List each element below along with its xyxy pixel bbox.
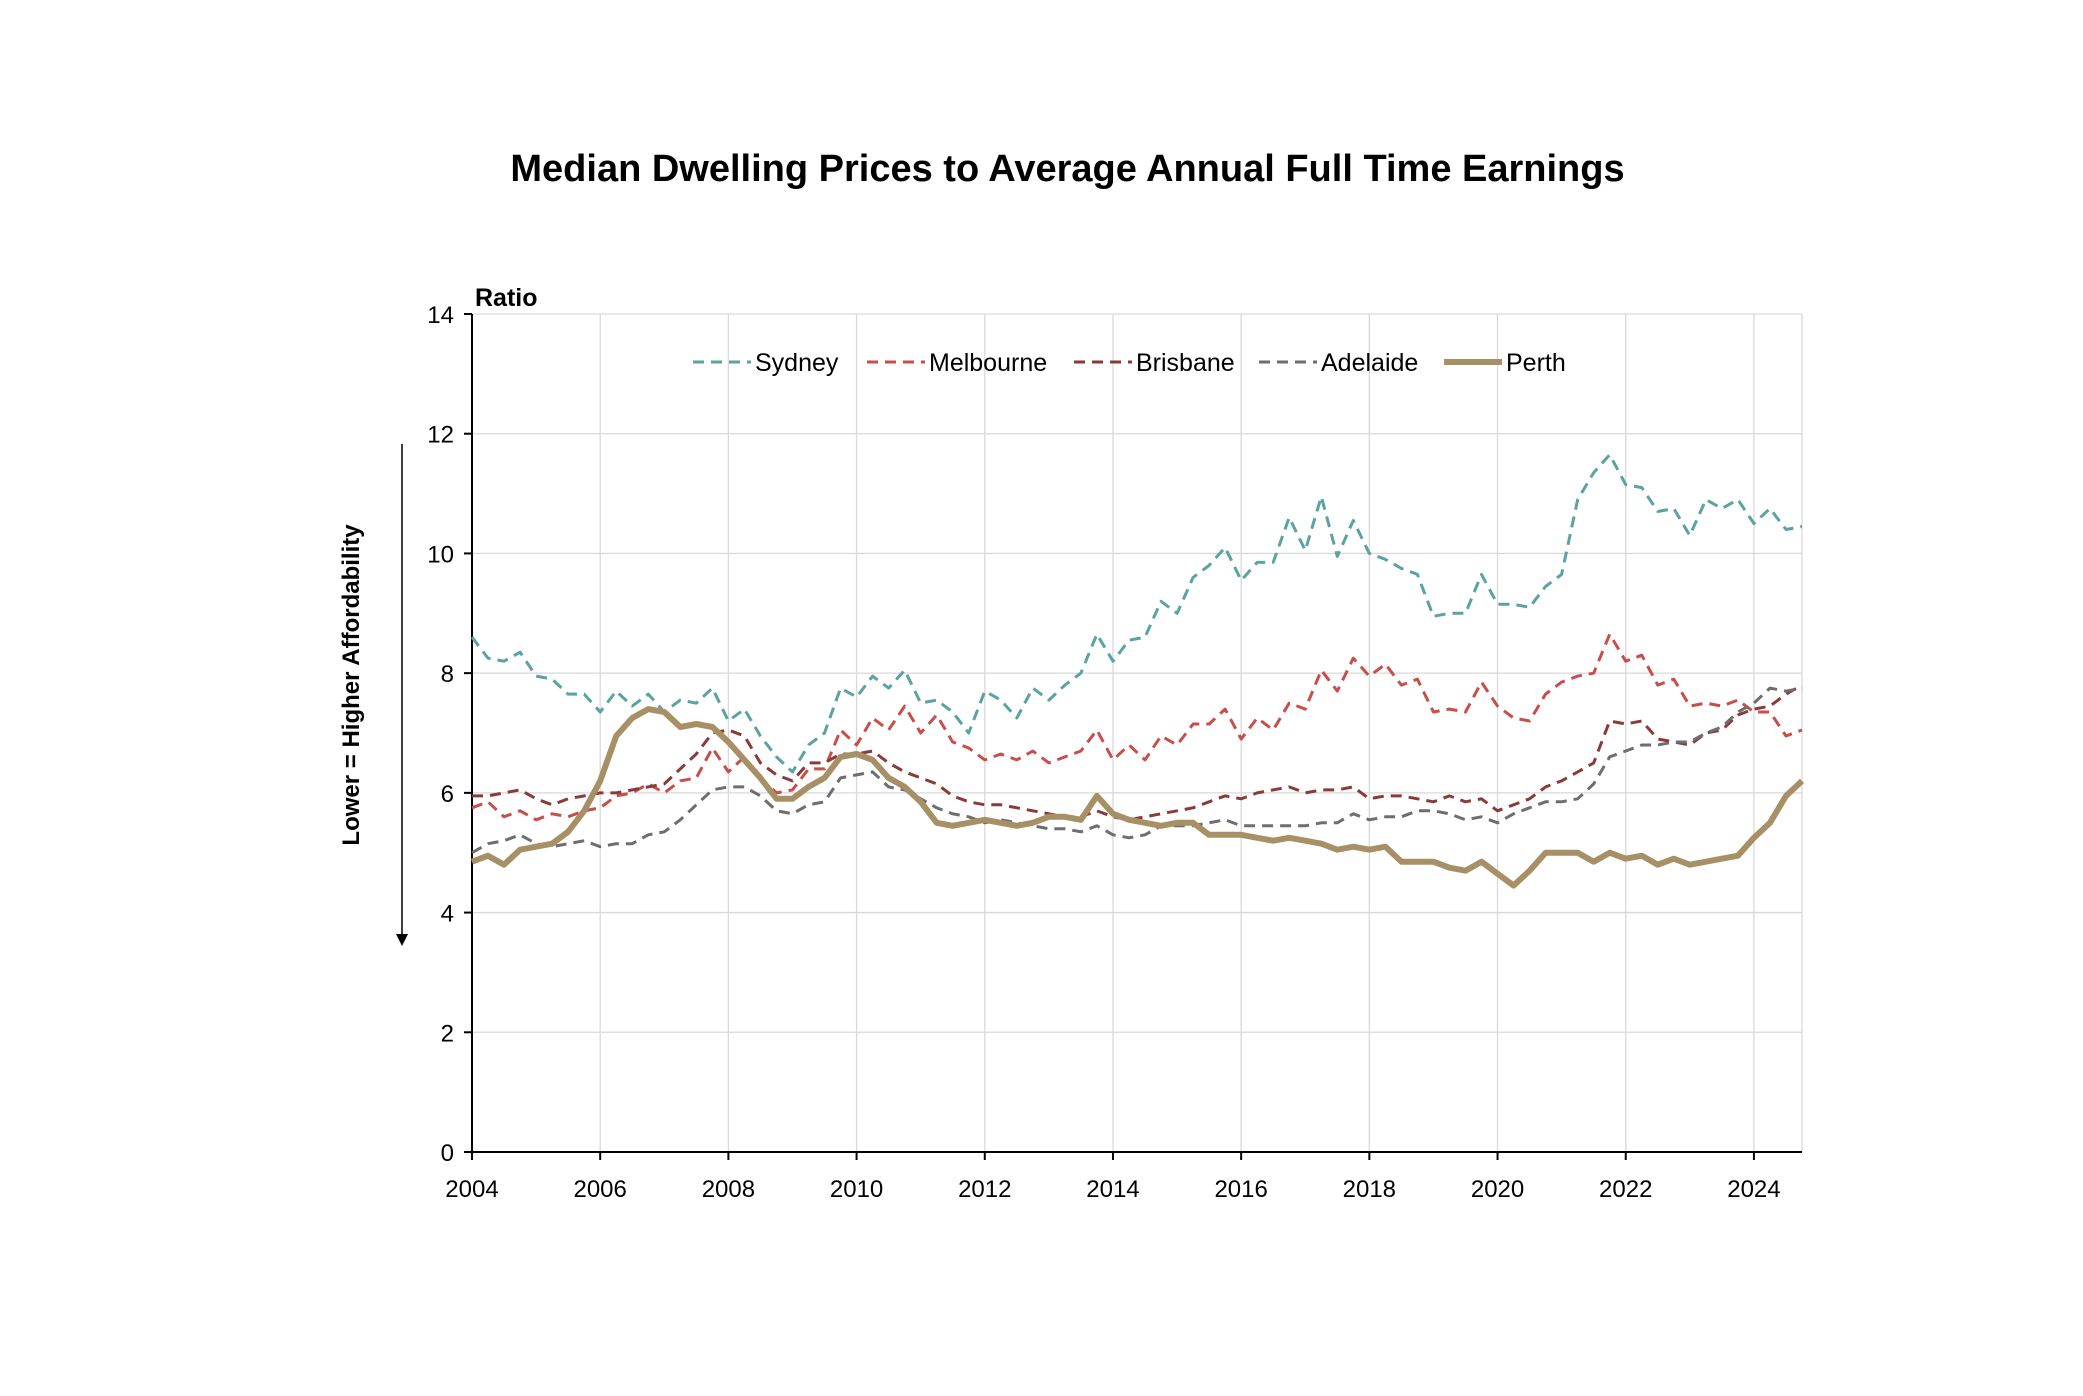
- series-line-perth: [470, 706, 1805, 889]
- affordability-note: Lower = Higher Affordability: [338, 444, 408, 946]
- series-line-adelaide: [471, 686, 1803, 855]
- y-tick-label: 6: [441, 781, 454, 808]
- legend: Sydney Melbourne Brisbane Adelaide Perth: [693, 349, 1566, 377]
- y-tick-labels: 0 2 4 6 8 10 12 14: [427, 302, 472, 1167]
- series-line-melbourne: [471, 632, 1803, 822]
- y-tick-label: 0: [441, 1140, 454, 1167]
- x-tick-labels: 2004 2006 2008 2010 2012 2014 2016 2018 2020 2022…: [445, 1152, 1781, 1203]
- y-tick-label: 4: [441, 901, 454, 928]
- series-lines: [470, 453, 1805, 889]
- x-tick-label: 2018: [1343, 1176, 1396, 1203]
- legend-label-adelaide: Adelaide: [1321, 349, 1418, 377]
- x-tick-label: 2024: [1727, 1176, 1780, 1203]
- y-tick-label: 12: [427, 422, 454, 449]
- axes: [471, 314, 1802, 1153]
- x-tick-label: 2020: [1471, 1176, 1524, 1203]
- down-arrow-icon: [396, 934, 408, 946]
- y-tick-label: 2: [441, 1020, 454, 1047]
- legend-label-perth: Perth: [1506, 349, 1566, 377]
- y-tick-label: 8: [441, 661, 454, 688]
- legend-label-melbourne: Melbourne: [929, 349, 1047, 377]
- y-unit-label: Ratio: [475, 284, 538, 312]
- x-tick-label: 2016: [1214, 1176, 1267, 1203]
- series-line-sydney: [470, 453, 1803, 774]
- y-tick-label: 10: [427, 541, 454, 568]
- x-tick-label: 2022: [1599, 1176, 1652, 1203]
- x-tick-label: 2008: [702, 1176, 755, 1203]
- x-tick-label: 2006: [573, 1176, 626, 1203]
- x-tick-label: 2010: [830, 1176, 883, 1203]
- x-tick-label: 2014: [1086, 1176, 1139, 1203]
- y-tick-label: 14: [427, 302, 454, 329]
- x-tick-label: 2012: [958, 1176, 1011, 1203]
- affordability-note-label: Lower = Higher Affordability: [338, 524, 365, 846]
- legend-label-brisbane: Brisbane: [1136, 349, 1235, 377]
- gridlines: [472, 313, 1803, 1152]
- legend-label-sydney: Sydney: [755, 349, 839, 377]
- chart-title: Median Dwelling Prices to Average Annual…: [510, 148, 1625, 190]
- x-tick-label: 2004: [445, 1176, 498, 1203]
